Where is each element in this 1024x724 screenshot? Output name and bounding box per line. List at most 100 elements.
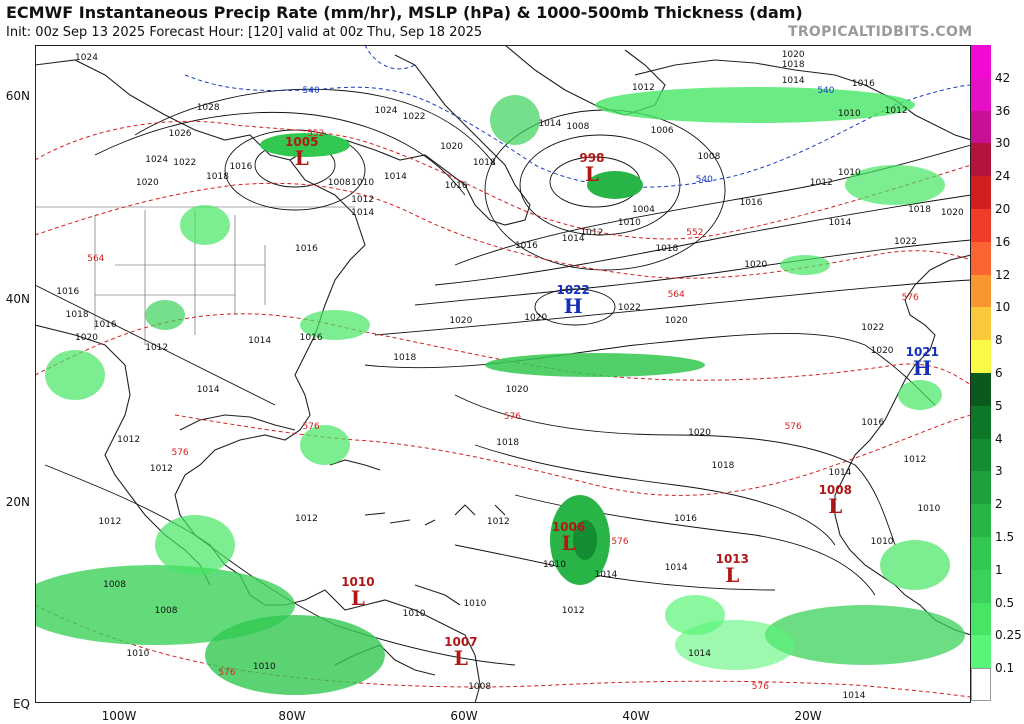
isobar-label: 1020 <box>870 345 894 356</box>
pressure-center-symbol: L <box>561 530 576 555</box>
map-panel: 1024 1028 1026 1024 1022 1020 1018 1016 1008 1010… <box>35 45 971 703</box>
isobar-label: 1008 <box>327 178 351 189</box>
colorbar-segment <box>971 307 991 341</box>
isobar-label: 1012 <box>145 342 169 353</box>
colorbar-segment <box>971 340 991 373</box>
precip-shading <box>35 87 965 695</box>
colorbar-tick-label: 1.5 <box>995 530 1015 544</box>
colorbar-tick-label: 10 <box>995 300 1011 315</box>
colorbar-segment <box>971 438 991 472</box>
colorbar-segment <box>971 536 991 570</box>
thickness-label: 540 <box>302 86 320 97</box>
colorbar-segment <box>971 77 991 111</box>
isobar-label: 1008 <box>697 151 721 162</box>
isobar-label: 1014 <box>664 563 688 574</box>
isobar-label: 1020 <box>505 385 529 396</box>
isobar-label: 1016 <box>56 286 80 297</box>
isobar-label: 1018 <box>655 243 679 254</box>
isobar-label: 1016 <box>861 418 885 429</box>
pressure-center-value: 1010 <box>341 575 375 590</box>
colorbar-segment <box>971 176 991 209</box>
isobar-label: 1016 <box>93 319 117 330</box>
isobar-label: 1010 <box>917 503 941 514</box>
pressure-center-symbol: L <box>350 586 365 611</box>
lon-label-60w: 60W <box>450 709 478 723</box>
colorbar-tick-label: 0.25 <box>995 628 1022 643</box>
isobar-label: 1012 <box>117 434 141 445</box>
isobar-label: 1014 <box>538 118 562 129</box>
colorbar-tick-label: 30 <box>995 136 1011 151</box>
thickness-label: 540 <box>817 86 835 97</box>
thickness-label: 576 <box>171 447 189 458</box>
isobar-label: 1014 <box>351 207 375 218</box>
colorbar-segment <box>971 143 991 177</box>
colorbar-segment <box>971 208 991 242</box>
isobar-label: 1010 <box>351 178 375 189</box>
isobar-label: 1018 <box>908 204 931 215</box>
isobar-label: 1016 <box>294 243 318 254</box>
isobar-label: 1022 <box>402 112 426 123</box>
isobar-label: 1022 <box>894 237 917 248</box>
isobar-label: 1028 <box>196 102 220 113</box>
isobar-label: 1008 <box>566 122 590 133</box>
thickness-label: 552 <box>686 227 704 238</box>
isobar-label: 1012 <box>149 464 173 475</box>
low-pressure-center: 998 L <box>579 152 604 184</box>
isobar-label: 1010 <box>837 109 861 120</box>
thickness-label: 576 <box>901 293 919 304</box>
isobar-label: 1012 <box>903 454 927 465</box>
colorbar-segment <box>971 405 991 439</box>
isobar-label: 1016 <box>299 332 323 343</box>
isobar-label: 1010 <box>617 217 641 228</box>
isobar-label: 1010 <box>870 536 894 547</box>
isobar-label: 1012 <box>351 194 375 205</box>
isobar-label: 1020 <box>940 207 964 218</box>
isobar-label: 1008 <box>103 579 126 590</box>
colorbar-segment <box>971 569 991 603</box>
colorbar-segment <box>971 241 991 275</box>
isobar-label: 1020 <box>449 316 473 327</box>
isobar-label: 1012 <box>486 517 510 528</box>
thickness-label: 576 <box>302 421 320 432</box>
thickness-label: 576 <box>503 411 521 422</box>
lat-label-40n: 40N <box>5 292 30 306</box>
high-pressure-center: 1021 H <box>906 346 939 378</box>
isobar-label: 1014 <box>248 336 272 347</box>
thickness-label: 540 <box>695 174 713 185</box>
isobar-label: 1012 <box>561 605 585 616</box>
colorbar-segment <box>971 372 991 406</box>
thickness-red-contours <box>35 120 971 698</box>
isobar-label: 1010 <box>252 661 276 672</box>
isobar-label: 1016 <box>514 240 538 251</box>
isobar-label: 1020 <box>688 428 711 439</box>
thickness-label: 552 <box>307 128 325 139</box>
isobar-label: 1018 <box>206 171 229 182</box>
colorbar-tick-label: 5 <box>995 398 1003 413</box>
map-canvas <box>35 45 971 703</box>
pressure-center-value: 998 <box>579 151 605 166</box>
precip-colorbar <box>971 45 991 701</box>
pressure-center-value: 1007 <box>444 634 478 649</box>
low-pressure-center: 1013 L <box>716 553 749 585</box>
isobar-label: 1020 <box>524 313 548 324</box>
isobar-label: 1018 <box>65 309 89 320</box>
isobar-label: 1020 <box>664 316 688 327</box>
colorbar-tick-label: 20 <box>995 202 1011 216</box>
lon-label-80w: 80W <box>278 709 306 723</box>
isobar-label: 1012 <box>884 105 908 116</box>
pressure-center-symbol: L <box>725 563 740 588</box>
low-pressure-center: 1007 L <box>444 636 477 668</box>
isobar-label: 1020 <box>440 141 463 152</box>
isobar-label: 1018 <box>711 461 735 472</box>
pressure-center-value: 1006 <box>551 519 586 534</box>
isobar-label: 1012 <box>98 517 122 528</box>
isobar-label: 1020 <box>75 332 98 343</box>
pressure-center-symbol: L <box>294 145 309 170</box>
colorbar-segment <box>971 45 991 78</box>
thickness-label: 564 <box>87 253 105 264</box>
isobar-label: 1016 <box>444 181 468 192</box>
isobar-label: 1026 <box>168 128 192 139</box>
isobar-label: 1014 <box>828 217 852 228</box>
low-pressure-center: 1008 L <box>819 484 852 516</box>
isobar-label: 1018 <box>496 438 520 449</box>
